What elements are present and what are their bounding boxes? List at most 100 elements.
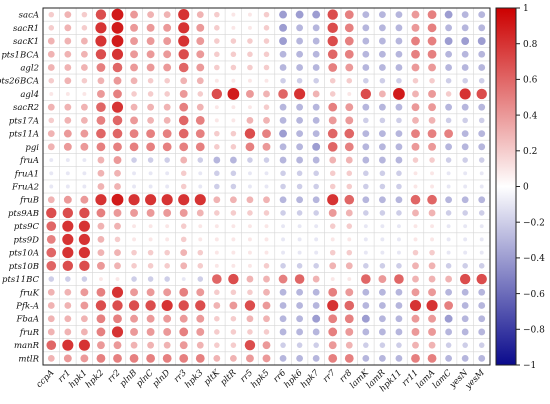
cell-agl2-rr6: [279, 64, 287, 71]
cell-fruK-plnC: [146, 288, 155, 297]
cell-fruK-plnB: [130, 288, 138, 297]
cell-agl4-yesN: [459, 88, 471, 100]
cell-pts9D-hpk3: [198, 237, 203, 242]
cell-pts10A-lamR: [380, 250, 385, 255]
cell-pts9C-rr6: [281, 224, 286, 229]
cell-sacR2-pltK: [214, 105, 219, 110]
cell-FruA2-pltK: [214, 183, 220, 190]
cell-manR-rr1: [62, 339, 74, 351]
cell-FbaA-hpk3: [196, 314, 205, 323]
cell-agl4-ccpA: [49, 91, 54, 96]
cell-pts9D-plnD: [165, 237, 170, 242]
cell-agl2-yesN: [461, 64, 469, 71]
cell-pts11A-hpk2: [96, 128, 106, 139]
cell-mtlR-hpk5: [262, 354, 271, 363]
cell-manR-rr5: [244, 339, 256, 351]
cell-sacR2-hpk2: [96, 102, 106, 112]
cell-pts26BCA-lamA: [429, 77, 435, 84]
cell-fruB-rr1: [63, 195, 72, 204]
cell-pts1BCA-pltK: [214, 51, 220, 58]
cell-sacR1-rr8: [344, 23, 354, 33]
cell-sacR2-hpk5: [263, 104, 270, 110]
cell-fruK-rr2: [111, 286, 124, 298]
cell-sacK1-rr2: [111, 35, 124, 47]
cell-pts10B-yesM: [478, 263, 485, 269]
row-label: fruB: [19, 196, 39, 206]
cell-fruA-hpk5: [263, 157, 270, 163]
cell-pts9D-rr11: [413, 237, 418, 242]
row-label: fruA: [19, 156, 39, 166]
cell-sacK1-hpk3: [196, 37, 205, 45]
cell-sacR2-plnC: [147, 103, 155, 111]
cell-agl4-hpk3: [197, 91, 204, 97]
column-label: rr7: [321, 368, 338, 385]
cell-sacR2-lamC: [445, 103, 453, 111]
cell-manR-ccpA: [46, 340, 57, 350]
cell-sacR2-plnB: [130, 103, 138, 111]
cell-Pfk-A-hpk6: [296, 302, 304, 309]
cell-pts11BC-plnD: [164, 276, 170, 282]
cell-pts9D-plnB: [132, 237, 137, 242]
cell-sacK1-rr7: [327, 35, 338, 47]
cell-agl4-lamK: [360, 88, 372, 100]
cell-fruA1-plnD: [165, 171, 170, 176]
cell-agl2-yesM: [478, 64, 486, 71]
cell-fruA1-hpk2: [97, 169, 105, 177]
cell-pts10A-rr7: [329, 249, 336, 256]
grid-lines: [43, 8, 490, 365]
cell-pgi-lamC: [445, 143, 453, 151]
cell-pts9AB-rr3: [179, 209, 188, 217]
cell-pts9D-yesM: [479, 237, 484, 242]
cell-Pfk-A-rr3: [178, 300, 189, 311]
cell-pts9D-rr1: [62, 233, 74, 245]
cell-sacA-lamA: [427, 10, 437, 19]
cell-fruA1-rr11: [413, 171, 418, 176]
cell-pts11A-plnB: [129, 129, 139, 138]
cell-agl4-rr7: [329, 91, 336, 97]
cell-pts1BCA-rr3: [178, 49, 189, 60]
cell-pts17A-lamR: [379, 117, 386, 124]
cell-fruA1-rr8: [346, 170, 353, 177]
cell-pts17A-hpk7: [312, 116, 320, 124]
cell-pts10B-lamC: [445, 263, 452, 269]
cell-fruK-hpk6: [296, 288, 304, 296]
cell-manR-hpk5: [262, 341, 271, 350]
cell-agl2-hpk3: [196, 63, 205, 72]
cell-FruA2-plnC: [148, 184, 153, 189]
row-label: pts10A: [9, 249, 39, 259]
cell-fruA-rr11: [412, 157, 419, 163]
cell-sacK1-yesM: [477, 37, 486, 45]
cell-pts11A-hpk5: [262, 129, 271, 138]
cell-fruK-rr7: [328, 287, 338, 297]
cell-manR-rr7: [328, 341, 337, 350]
cell-Pfk-A-hpk7: [312, 302, 320, 309]
cell-fruA-plnB: [131, 157, 137, 163]
cell-manR-plnB: [130, 341, 138, 349]
cell-fruA-yesM: [478, 157, 485, 163]
cell-Pfk-A-plnD: [161, 299, 173, 312]
colorbar: [495, 7, 517, 366]
cell-pts11BC-plnB: [131, 276, 137, 282]
cell-pts26BCA-hpk11: [396, 77, 402, 84]
cell-FruA2-lamK: [363, 183, 369, 190]
cell-pgi-yesN: [461, 143, 469, 151]
cell-sacA-pltR: [231, 12, 236, 17]
cell-agl4-hpk6: [294, 88, 306, 100]
cell-sacR1-pltR: [231, 25, 236, 30]
cell-sacK1-rr11: [411, 36, 420, 46]
cell-sacR1-rr11: [411, 23, 420, 32]
cell-sacR2-hpk3: [196, 103, 204, 111]
cell-manR-rr8: [345, 341, 353, 349]
cell-agl2-hpk5: [263, 64, 270, 71]
cell-pts26BCA-plnB: [130, 77, 138, 85]
cell-sacA-lamC: [444, 10, 453, 19]
cell-manR-hpk2: [97, 341, 105, 350]
cell-pts9AB-hpk1: [79, 207, 90, 219]
cell-fruK-rr6: [279, 288, 287, 296]
cell-Pfk-A-ccpA: [47, 302, 55, 309]
cell-pts9D-hpk11: [396, 237, 401, 242]
cell-fruB-rr7: [327, 194, 339, 206]
cell-pts10B-rr1: [62, 260, 74, 272]
cell-pts9C-rr5: [247, 224, 252, 229]
cell-fruA-hpk3: [197, 157, 204, 163]
